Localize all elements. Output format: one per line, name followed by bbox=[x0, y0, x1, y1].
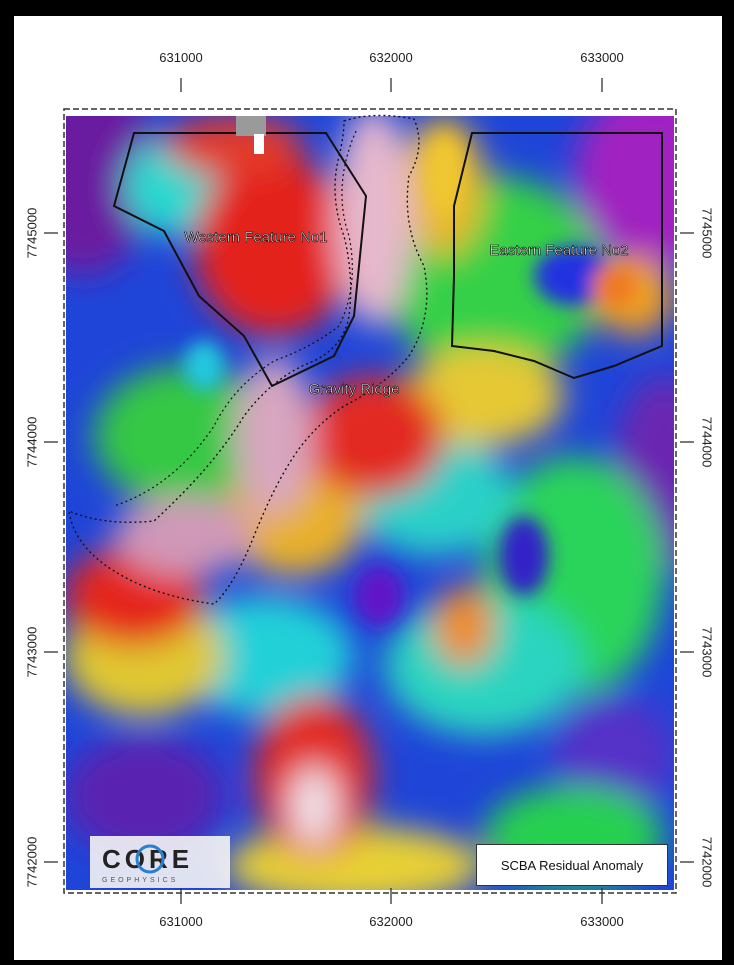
western-feature-label: Western Feature No1 bbox=[184, 229, 327, 246]
data-gap-patch bbox=[236, 116, 266, 136]
x-tick-label-bottom: 632000 bbox=[369, 914, 413, 929]
map-canvas: Western Feature No1 Eastern Feature No2 … bbox=[44, 78, 694, 904]
survey-boundary bbox=[63, 108, 677, 894]
gravity-ridge-label: Gravity Ridge bbox=[309, 381, 400, 398]
data-gap-patch-2 bbox=[254, 134, 264, 154]
x-tick-label-bottom: 631000 bbox=[159, 914, 203, 929]
western-feature-outline bbox=[112, 132, 368, 388]
y-tick-label-left: 7742000 bbox=[24, 836, 40, 888]
y-tick-label-right: 7743000 bbox=[699, 626, 715, 678]
logo-text: CORE bbox=[102, 844, 193, 874]
eastern-feature-label: Eastern Feature No2 bbox=[489, 242, 628, 259]
y-tick-label-left: 7743000 bbox=[24, 626, 40, 678]
eastern-feature-outline bbox=[450, 132, 663, 380]
x-tick-label-top: 631000 bbox=[159, 50, 203, 65]
x-tick-label-top: 633000 bbox=[580, 50, 624, 65]
x-tick-label-top: 632000 bbox=[369, 50, 413, 65]
y-tick-label-right: 7744000 bbox=[699, 416, 715, 468]
ridge-axis-line bbox=[113, 130, 357, 507]
company-logo: CORE GEOPHYSICS bbox=[90, 836, 230, 888]
legend-label: SCBA Residual Anomaly bbox=[476, 844, 668, 886]
anomaly-raster bbox=[66, 116, 674, 890]
y-tick-label-left: 7744000 bbox=[24, 416, 40, 468]
y-tick-label-right: 7745000 bbox=[699, 207, 715, 259]
map-paper: Western Feature No1 Eastern Feature No2 … bbox=[14, 16, 722, 960]
logo-subtext: GEOPHYSICS bbox=[102, 877, 178, 884]
x-tick-label-bottom: 633000 bbox=[580, 914, 624, 929]
y-tick-label-left: 7745000 bbox=[24, 207, 40, 259]
y-tick-label-right: 7742000 bbox=[699, 836, 715, 888]
